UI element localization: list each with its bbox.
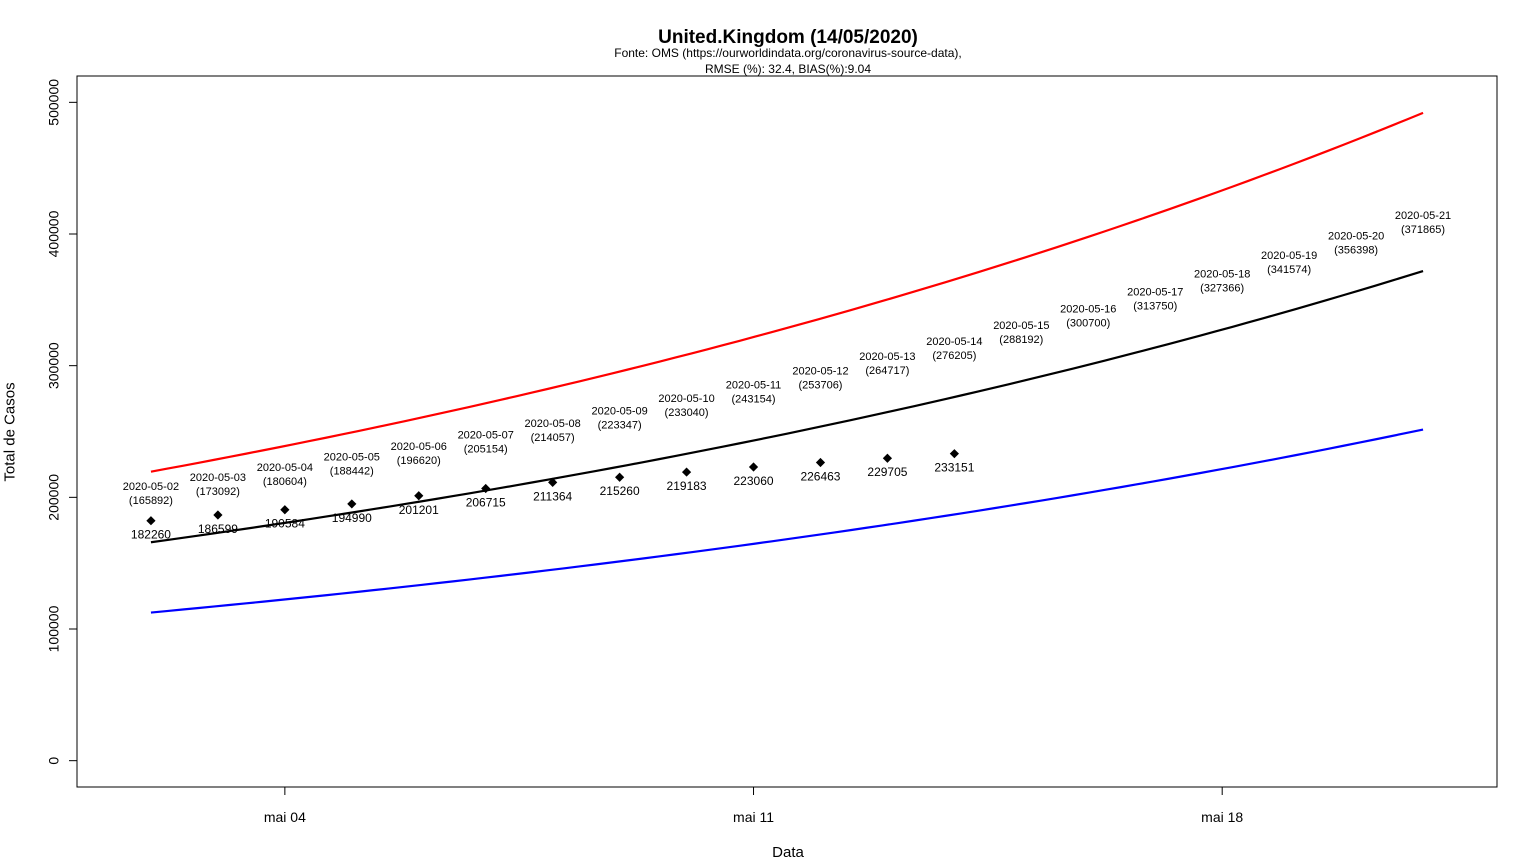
prediction-value-label-4: (196620) xyxy=(397,455,441,467)
observed-point-10 xyxy=(815,457,826,468)
y-tick-label-0: 0 xyxy=(46,757,62,765)
prediction-value-label-17: (341574) xyxy=(1267,264,1311,276)
prediction-value-label-16: (327366) xyxy=(1200,283,1244,295)
x-axis-label: Data xyxy=(772,844,804,861)
observed-value-label-11: 229705 xyxy=(867,465,907,479)
chart-subtitle-source: Fonte: OMS (https://ourworldindata.org/c… xyxy=(614,46,962,60)
prediction-date-label-14: 2020-05-16 xyxy=(1060,304,1116,316)
prediction-date-label-5: 2020-05-07 xyxy=(458,430,514,442)
observed-value-label-10: 226463 xyxy=(800,469,840,483)
observed-value-label-0: 182260 xyxy=(131,528,171,542)
prediction-date-label-16: 2020-05-18 xyxy=(1194,269,1250,281)
observed-point-0 xyxy=(146,516,156,526)
observed-value-label-7: 215260 xyxy=(600,484,640,498)
chart-subtitle-metrics: RMSE (%): 32.4, BIAS(%):9.04 xyxy=(704,62,872,76)
prediction-date-label-0: 2020-05-02 xyxy=(123,481,179,493)
prediction-value-label-19: (371865) xyxy=(1401,224,1445,236)
observed-point-6 xyxy=(548,477,558,487)
prediction-date-label-7: 2020-05-09 xyxy=(591,406,647,418)
prediction-value-label-11: (264717) xyxy=(865,365,909,377)
prediction-date-label-6: 2020-05-08 xyxy=(525,418,581,430)
prediction-value-label-9: (243154) xyxy=(732,394,776,406)
x-tick-label-0: mai 04 xyxy=(264,809,306,825)
prediction-value-label-1: (173092) xyxy=(196,486,240,498)
prediction-value-label-15: (313750) xyxy=(1133,301,1177,313)
prediction-value-label-10: (253706) xyxy=(798,380,842,392)
observed-value-label-3: 194990 xyxy=(332,511,372,525)
prediction-date-label-2: 2020-05-04 xyxy=(257,462,313,474)
x-tick-label-1: mai 11 xyxy=(733,809,774,825)
prediction-date-label-10: 2020-05-12 xyxy=(792,366,848,378)
observed-point-2 xyxy=(280,505,290,515)
prediction-date-label-9: 2020-05-11 xyxy=(726,380,781,392)
observed-value-label-9: 223060 xyxy=(734,474,774,488)
prediction-value-label-7: (223347) xyxy=(598,420,642,432)
observed-point-7 xyxy=(615,472,625,482)
observed-value-label-2: 190584 xyxy=(265,517,305,531)
observed-point-11 xyxy=(882,453,893,463)
prediction-date-label-19: 2020-05-21 xyxy=(1395,210,1451,222)
prediction-date-label-8: 2020-05-10 xyxy=(658,393,714,405)
prediction-value-label-6: (214057) xyxy=(531,432,575,444)
y-tick-label-4: 400000 xyxy=(46,210,62,257)
observed-value-label-12: 233151 xyxy=(934,461,974,475)
observed-value-label-4: 201201 xyxy=(399,503,439,517)
prediction-value-label-18: (356398) xyxy=(1334,244,1378,256)
prediction-date-label-1: 2020-05-03 xyxy=(190,472,246,484)
y-axis-label: Total de Casos xyxy=(1,382,19,482)
series-line-2 xyxy=(150,428,1424,614)
observed-point-4 xyxy=(414,491,424,501)
prediction-value-label-5: (205154) xyxy=(464,444,508,456)
observed-value-label-5: 206715 xyxy=(466,495,506,509)
prediction-date-label-11: 2020-05-13 xyxy=(859,351,915,363)
prediction-date-label-13: 2020-05-15 xyxy=(993,320,1049,332)
series-line-1 xyxy=(150,269,1424,544)
prediction-date-label-4: 2020-05-06 xyxy=(391,441,447,453)
prediction-value-label-14: (300700) xyxy=(1066,318,1110,330)
y-tick-label-3: 300000 xyxy=(46,342,62,389)
observed-value-label-8: 219183 xyxy=(667,479,707,493)
observed-point-1 xyxy=(213,510,223,520)
observed-point-9 xyxy=(748,462,759,472)
prediction-value-label-12: (276205) xyxy=(932,350,976,362)
series-line-0 xyxy=(150,111,1424,473)
prediction-value-label-2: (180604) xyxy=(263,476,307,488)
observed-point-8 xyxy=(681,467,692,477)
prediction-value-label-13: (288192) xyxy=(999,334,1043,346)
y-tick-label-1: 100000 xyxy=(46,605,62,652)
prediction-value-label-8: (233040) xyxy=(665,407,709,419)
plot-frame xyxy=(76,75,1498,788)
prediction-value-label-0: (165892) xyxy=(129,495,173,507)
x-tick-label-2: mai 18 xyxy=(1201,809,1243,825)
observed-point-3 xyxy=(347,499,357,509)
prediction-date-label-17: 2020-05-19 xyxy=(1261,250,1317,262)
observed-point-5 xyxy=(481,483,491,494)
observed-value-label-6: 211364 xyxy=(533,489,572,503)
prediction-date-label-12: 2020-05-14 xyxy=(926,336,982,348)
observed-point-12 xyxy=(949,449,959,459)
observed-value-label-1: 186599 xyxy=(198,522,238,536)
y-tick-label-2: 200000 xyxy=(46,474,62,521)
prediction-date-label-15: 2020-05-17 xyxy=(1127,287,1183,299)
prediction-date-label-3: 2020-05-05 xyxy=(324,452,380,464)
prediction-value-label-3: (188442) xyxy=(330,466,374,478)
y-tick-label-5: 500000 xyxy=(46,79,62,126)
chart-title: United.Kingdom (14/05/2020) xyxy=(658,27,918,48)
prediction-date-label-18: 2020-05-20 xyxy=(1328,230,1384,242)
